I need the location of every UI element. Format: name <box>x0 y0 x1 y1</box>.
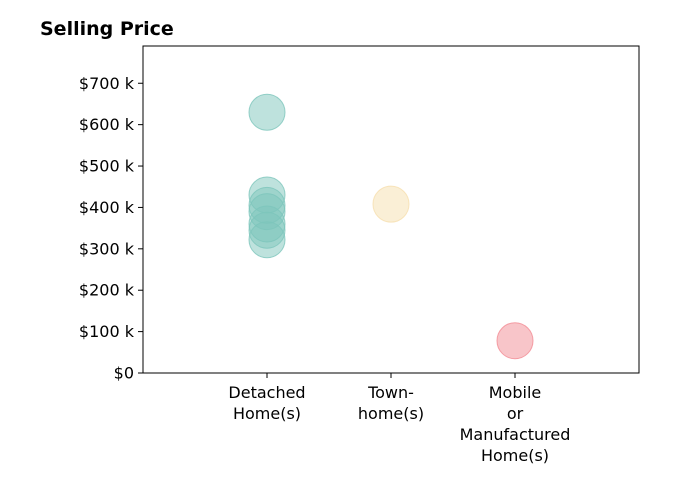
x-category-label: or <box>507 404 524 423</box>
y-tick-label: $600 k <box>79 115 135 134</box>
x-category-label: Home(s) <box>481 446 549 465</box>
y-axis: $0 $100 k $200 k $300 k $400 k $500 k $600 k $7… <box>79 74 143 383</box>
x-category-label: Manufactured <box>460 425 571 444</box>
x-axis: Detached Home(s) Town-home(s) Mobile or Manuf… <box>228 373 570 465</box>
chart-title: Selling Price <box>40 18 174 40</box>
y-tick-label: $500 k <box>79 157 135 176</box>
x-category-label: home(s) <box>358 404 424 423</box>
y-tick-label: $300 k <box>79 239 135 258</box>
x-category-label: Town- <box>367 383 414 402</box>
x-category-label: Mobile <box>489 383 541 402</box>
data-point <box>248 93 286 131</box>
data-point <box>496 322 534 360</box>
y-tick-label: $400 k <box>79 198 135 217</box>
x-category-label: Home(s) <box>233 404 301 423</box>
x-category-label: Detached <box>228 383 305 402</box>
data-points <box>248 93 534 360</box>
y-tick-label: $200 k <box>79 281 135 300</box>
data-point <box>248 221 286 259</box>
y-tick-label: $700 k <box>79 74 135 93</box>
y-tick-label: $0 <box>114 364 134 383</box>
y-tick-label: $100 k <box>79 322 135 341</box>
data-point <box>372 185 410 223</box>
